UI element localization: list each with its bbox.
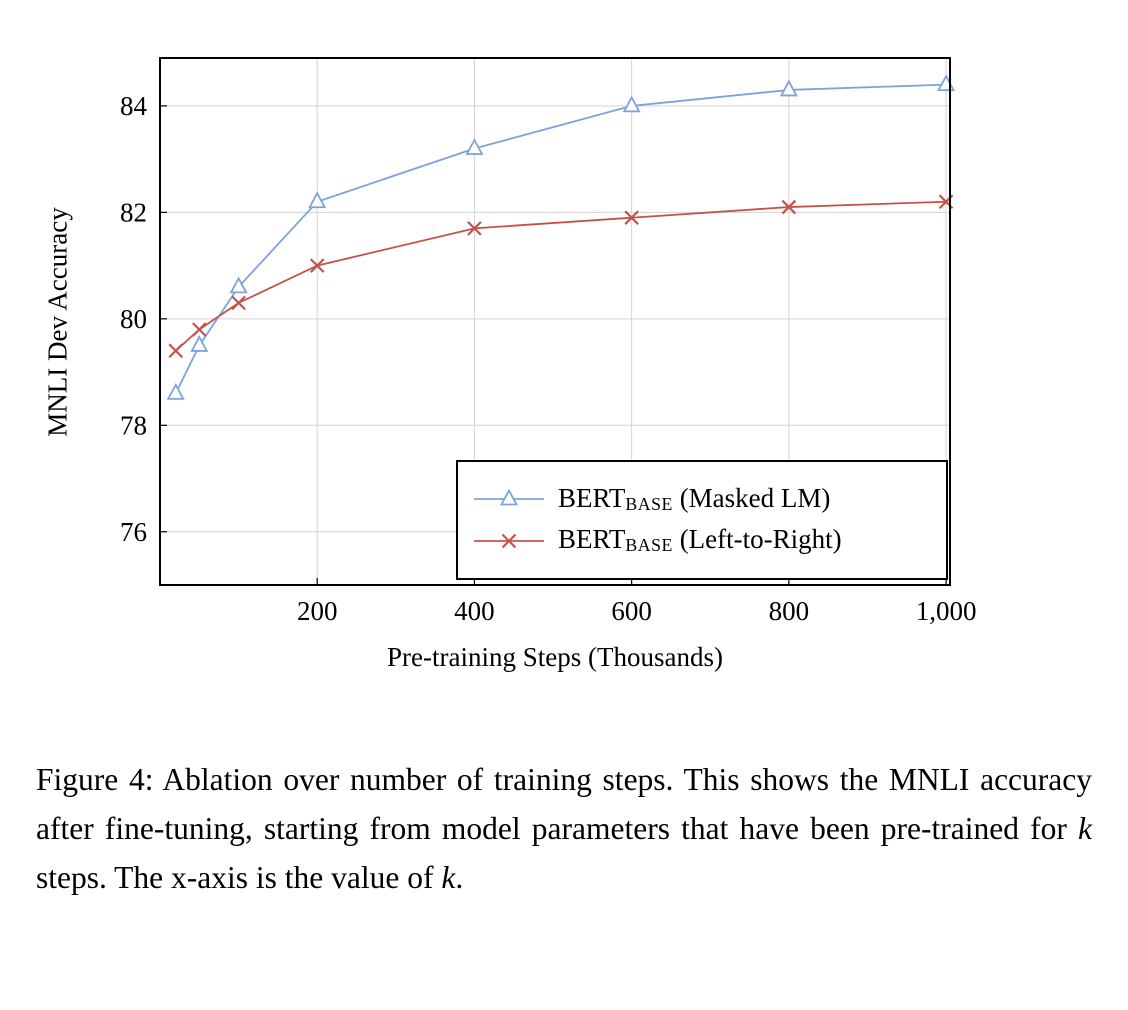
caption-text: steps. The x-axis is the value of — [36, 860, 442, 895]
x-tick-label: 600 — [611, 596, 652, 626]
x-marker-icon — [168, 343, 183, 359]
triangle-marker-icon — [166, 382, 185, 400]
legend-item: BERTBASE (Left-to-Right) — [470, 526, 946, 555]
triangle-marker-icon — [308, 191, 327, 209]
y-tick-label: 76 — [120, 517, 147, 547]
triangle-marker-icon — [229, 276, 248, 294]
caption-math-var: k — [1078, 811, 1092, 846]
triangle-marker-icon — [622, 95, 641, 113]
x-marker-icon — [192, 322, 207, 337]
figure-caption: Figure 4: Ablation over number of traini… — [36, 755, 1092, 902]
triangle-marker-icon — [465, 138, 484, 155]
x-marker-icon — [467, 221, 482, 236]
x-marker-icon — [231, 295, 246, 311]
legend-label: BERTBASE (Masked LM) — [558, 482, 831, 515]
plot-frame — [159, 57, 951, 586]
legend-triangle-marker-icon — [474, 489, 544, 506]
series-line — [175, 200, 947, 352]
caption-text: . — [455, 860, 464, 895]
caption-text: Figure 4: Ablation over number of traini… — [36, 762, 1092, 846]
x-tick-label: 200 — [297, 596, 338, 626]
x-marker-icon — [781, 199, 797, 215]
x-marker-icon — [309, 258, 325, 273]
y-tick-label: 78 — [120, 410, 147, 440]
legend-item: BERTBASE (Masked LM) — [470, 482, 946, 515]
triangle-marker-icon — [190, 335, 209, 352]
chart-svg: 200 400 600 800 1,000 76 78 80 82 84 — [120, 57, 977, 626]
y-tick-label: 80 — [120, 304, 147, 334]
y-tick-label: 82 — [120, 197, 147, 227]
triangle-marker-icon — [779, 79, 798, 97]
x-axis-label: Pre-training Steps (Thousands) — [387, 642, 723, 672]
figure-4-chart: 200 400 600 800 1,000 76 78 80 82 84 MNLI Dev Acc… — [42, 57, 977, 672]
legend-label: BERTBASE (Left-to-Right) — [558, 524, 842, 556]
x-marker-icon — [624, 210, 639, 225]
caption-math-var: k — [441, 860, 456, 895]
legend: BERTBASE (Masked LM) BERTBASE (Left-to-Ri… — [456, 460, 948, 580]
y-tick-label: 84 — [120, 91, 148, 121]
y-axis-label: MNLI Dev Accuracy — [42, 207, 73, 437]
x-tick-label: 800 — [769, 596, 810, 626]
x-tick-label: 400 — [454, 596, 495, 626]
x-tick-label: 1,000 — [916, 596, 977, 626]
legend-x-marker-icon — [474, 533, 544, 548]
